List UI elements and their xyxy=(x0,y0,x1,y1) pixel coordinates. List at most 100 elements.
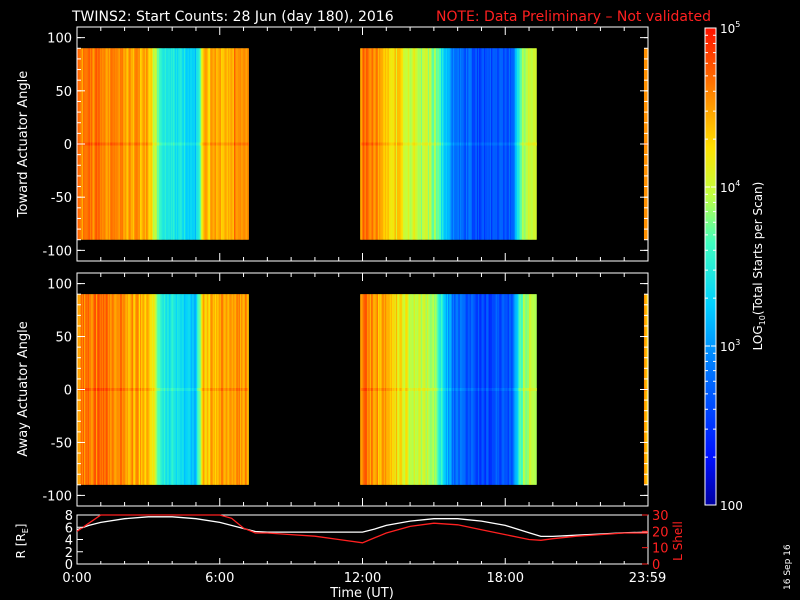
heatmap-zero-band xyxy=(448,142,450,146)
heatmap-zero-band xyxy=(457,142,460,146)
heatmap-zero-band xyxy=(401,388,404,391)
r-ytick-label: 2 xyxy=(65,546,73,561)
heatmap-zero-band xyxy=(91,388,94,391)
heatmap-zero-band xyxy=(198,142,201,146)
heatmap-zero-band xyxy=(121,142,123,146)
heatmap-zero-band xyxy=(99,388,102,391)
heatmap-zero-band xyxy=(531,388,534,391)
heatmap-zero-band xyxy=(426,388,429,391)
heatmap-zero-band xyxy=(485,388,487,391)
heatmap-zero-band xyxy=(204,142,207,146)
heatmap-zero-band xyxy=(482,388,485,391)
colorbar-gradient xyxy=(704,27,717,506)
heatmap-zero-band xyxy=(430,388,433,391)
heatmap-zero-band xyxy=(471,142,474,146)
heatmap-zero-band xyxy=(244,142,247,146)
heatmap-zero-band xyxy=(94,142,97,146)
heatmap-zero-band xyxy=(213,388,216,391)
heatmap-zero-band xyxy=(373,388,375,391)
heatmap-zero-band xyxy=(94,388,97,391)
heatmap-zero-band xyxy=(147,142,149,146)
heatmap-zero-band xyxy=(132,142,135,146)
heatmap-zero-band xyxy=(476,388,479,391)
heatmap-zero-band xyxy=(137,388,140,391)
heatmap-zero-band xyxy=(216,388,218,391)
heatmap-zero-band xyxy=(404,388,406,391)
ytick-label: 50 xyxy=(55,331,72,346)
xtick-label: 0:00 xyxy=(62,571,91,586)
heatmap-zero-band xyxy=(534,142,537,146)
heatmap-zero-band xyxy=(366,142,368,146)
heatmap-zero-band xyxy=(153,388,155,391)
colorbar-label-sub: 10 xyxy=(758,315,767,325)
heatmap-zero-band xyxy=(393,388,396,391)
heatmap-zero-band xyxy=(376,142,379,146)
heatmap-zero-band xyxy=(146,142,148,146)
heatmap-zero-band xyxy=(130,142,133,146)
heatmap-zero-band xyxy=(159,142,161,146)
r-ytick-label: 8 xyxy=(65,509,73,524)
heatmap-zero-band xyxy=(173,142,176,146)
heatmap-zero-band xyxy=(173,388,176,391)
heatmap-zero-band xyxy=(517,142,519,146)
heatmap-zero-band xyxy=(199,142,202,146)
heatmap-zero-band xyxy=(220,142,223,146)
lshell-ytick-label: 10 xyxy=(652,542,669,557)
heatmap-zero-band xyxy=(220,388,223,391)
away-axes: -100 -50 0 50 100 xyxy=(42,273,649,506)
heatmap-zero-band xyxy=(191,388,193,391)
heatmap-zero-band xyxy=(162,142,165,146)
heatmap-zero-band xyxy=(501,388,504,391)
heatmap-zero-band xyxy=(92,388,95,391)
heatmap-zero-band xyxy=(527,142,530,146)
heatmap-zero-band xyxy=(126,388,129,391)
heatmap-zero-band xyxy=(155,388,158,391)
heatmap-zero-band xyxy=(452,142,455,146)
heatmap-zero-band xyxy=(479,142,481,146)
heatmap-zero-band xyxy=(404,142,406,146)
heatmap-zero-band xyxy=(154,388,157,391)
heatmap-zero-band xyxy=(523,388,525,391)
heatmap-zero-band xyxy=(520,388,523,391)
heatmap-zero-band xyxy=(110,388,113,391)
heatmap-zero-band xyxy=(481,142,484,146)
heatmap-zero-band xyxy=(462,142,465,146)
heatmap-zero-band xyxy=(454,142,456,146)
toward-panel: -100 -50 0 50 100 Toward Actuator Angle xyxy=(16,26,649,262)
heatmap-zero-band xyxy=(411,388,414,391)
heatmap-zero-band xyxy=(238,388,241,391)
heatmap-zero-band xyxy=(112,142,115,146)
heatmap-zero-band xyxy=(452,388,455,391)
heatmap-zero-band xyxy=(109,142,111,146)
heatmap-zero-band xyxy=(100,142,103,146)
heatmap-zero-band xyxy=(163,142,166,146)
heatmap-zero-band xyxy=(429,142,431,146)
heatmap-zero-band xyxy=(91,142,94,146)
toward-axes: -100 -50 0 50 100 xyxy=(42,27,649,261)
heatmap-zero-band xyxy=(458,142,461,146)
heatmap-zero-band xyxy=(514,142,517,146)
heatmap-zero-band xyxy=(361,142,364,146)
heatmap-zero-band xyxy=(498,142,500,146)
heatmap-zero-band xyxy=(148,142,151,146)
heatmap-zero-band xyxy=(106,388,109,391)
heatmap-zero-band xyxy=(135,142,138,146)
heatmap-zero-band xyxy=(527,388,530,391)
heatmap-zero-band xyxy=(160,388,163,391)
heatmap-zero-band xyxy=(107,388,110,391)
heatmap-zero-band xyxy=(160,142,163,146)
heatmap-zero-band xyxy=(391,142,393,146)
heatmap-zero-band xyxy=(520,142,523,146)
heatmap-zero-band xyxy=(367,142,370,146)
heatmap-zero-band xyxy=(122,388,124,391)
heatmap-zero-band xyxy=(115,388,117,391)
colorbar-tick-base: 100 xyxy=(720,499,743,513)
heatmap-zero-band xyxy=(463,388,466,391)
heatmap-zero-band xyxy=(131,142,134,146)
heatmap-zero-band xyxy=(136,388,139,391)
heatmap-zero-band xyxy=(414,142,417,146)
heatmap-zero-band xyxy=(111,388,114,391)
heatmap-zero-band xyxy=(369,142,372,146)
heatmap-zero-band xyxy=(195,388,198,391)
